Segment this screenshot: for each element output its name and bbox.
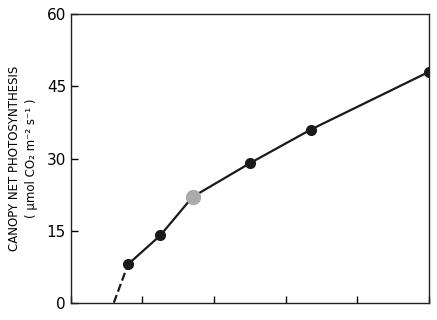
Y-axis label: CANOPY NET PHOTOSYNTHESIS
( μmol CO₂ m⁻² s⁻¹ ): CANOPY NET PHOTOSYNTHESIS ( μmol CO₂ m⁻²… bbox=[8, 66, 38, 251]
